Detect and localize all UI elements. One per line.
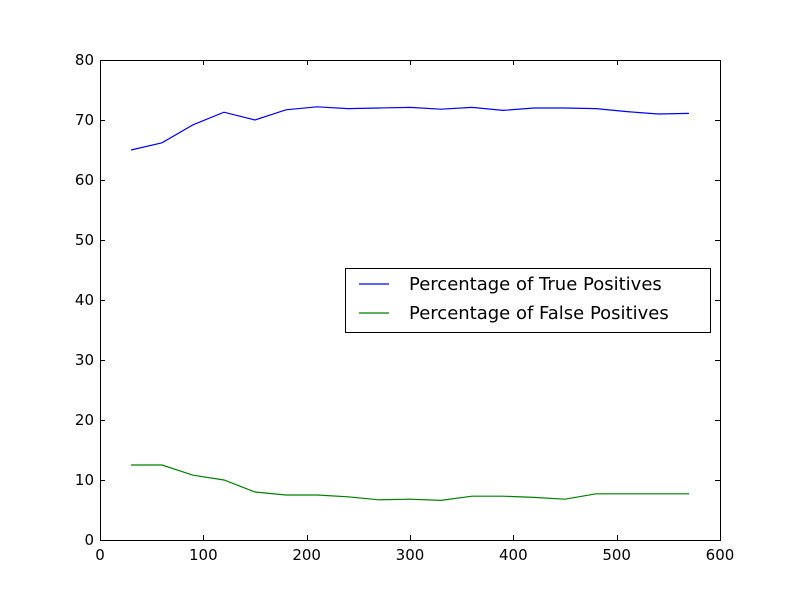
series-line-false-positives — [131, 464, 689, 502]
y-tick-label: 70 — [75, 111, 94, 129]
y-tick-label: 0 — [84, 531, 94, 549]
y-tick-label: 50 — [75, 231, 94, 249]
x-tick-label: 200 — [292, 546, 321, 564]
legend-label: Percentage of False Positives — [409, 303, 669, 324]
y-tick-label: 20 — [75, 411, 94, 429]
legend: Percentage of True Positives Percentage o… — [345, 268, 711, 333]
x-tick-label: 0 — [95, 546, 105, 564]
y-tick-label: 80 — [75, 51, 94, 69]
x-tick-label: 500 — [602, 546, 631, 564]
y-tick-label: 30 — [75, 351, 94, 369]
series-line-true-positives — [130, 106, 690, 151]
x-tick-label: 400 — [499, 546, 528, 564]
x-tick-label: 300 — [396, 546, 425, 564]
x-tick-label: 600 — [706, 546, 735, 564]
legend-label: Percentage of True Positives — [409, 274, 662, 295]
series-layer — [130, 106, 690, 502]
legend-box — [345, 268, 711, 333]
y-tick-label: 40 — [75, 291, 94, 309]
ticks-layer: 0 100 200 300 400 500 600 0 10 20 30 40 50 60 70 80 — [75, 51, 734, 564]
y-tick-label: 10 — [75, 471, 94, 489]
x-tick-label: 100 — [189, 546, 218, 564]
y-tick-label: 60 — [75, 171, 94, 189]
